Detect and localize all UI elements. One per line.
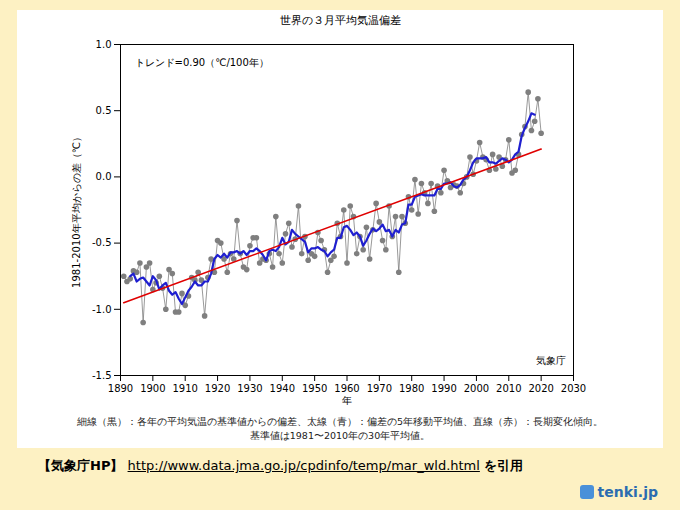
svg-text:2010: 2010 [496,383,521,394]
svg-text:1920: 1920 [205,383,230,394]
html-text:tenki.jp: tenki.jp [597,484,658,500]
svg-text:気象庁: 気象庁 [536,355,566,366]
svg-text:1910: 1910 [172,383,197,394]
html-text:細線（黒）：各年の平均気温の基準値からの偏差、太線（青）：偏: 細線（黒）：各年の平均気温の基準値からの偏差、太線（青）：偏差の5年移動平均値、… [77,416,603,427]
svg-text:年: 年 [342,395,352,406]
svg-text:1970: 1970 [367,383,392,394]
svg-text:0.5: 0.5 [96,105,112,116]
svg-text:1890: 1890 [108,383,133,394]
svg-text:1950: 1950 [302,383,327,394]
svg-text:0.0: 0.0 [96,171,112,182]
svg-text:1900: 1900 [140,383,165,394]
svg-text:1981-2010年平均からの差（℃）: 1981-2010年平均からの差（℃） [71,132,82,288]
html-text:基準値は1981〜2010年の30年平均値。: 基準値は1981〜2010年の30年平均値。 [249,430,431,441]
svg-text:-1.5: -1.5 [92,370,112,381]
svg-text:1980: 1980 [399,383,424,394]
html-text:世界の３月平均気温偏差: 世界の３月平均気温偏差 [279,14,401,27]
svg-text:1990: 1990 [431,383,456,394]
svg-text:1940: 1940 [270,383,295,394]
svg-text:1960: 1960 [334,383,359,394]
html-text:【気象庁HP】 http://www.data.jma.go: 【気象庁HP】 http://www.data.jma.go.jp/cpdinf… [38,458,523,473]
svg-text:1.0: 1.0 [96,39,112,50]
svg-text:2000: 2000 [464,383,489,394]
svg-text:-1.0: -1.0 [92,304,112,315]
svg-text:1930: 1930 [237,383,262,394]
svg-text:2020: 2020 [528,383,553,394]
svg-text:トレンド=0.90（℃/100年）: トレンド=0.90（℃/100年） [135,57,269,68]
svg-text:2030: 2030 [561,383,586,394]
svg-text:-0.5: -0.5 [92,237,112,248]
